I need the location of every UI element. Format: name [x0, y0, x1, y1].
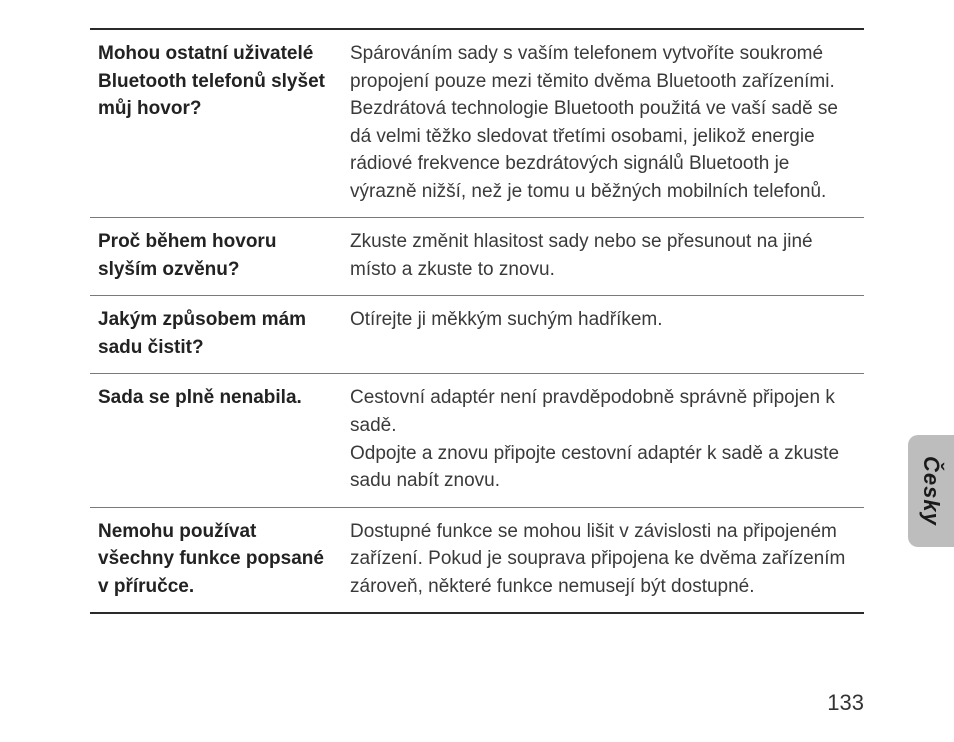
manual-page: Mohou ostatní uživatelé Bluetooth telefo… [0, 0, 954, 742]
table-row: Jakým způsobem mám sadu čistit? Otírejte… [90, 296, 864, 374]
table-row: Sada se plně nenabila. Cestovní adaptér … [90, 374, 864, 507]
language-tab: Česky [908, 435, 954, 547]
faq-question: Sada se plně nenabila. [90, 374, 342, 507]
faq-question: Proč během hovoru slyším ozvěnu? [90, 218, 342, 296]
faq-answer: Zkuste změnit hlasitost sady nebo se pře… [342, 218, 864, 296]
faq-answer: Spárováním sady s vaším telefonem vytvoř… [342, 29, 864, 218]
faq-table: Mohou ostatní uživatelé Bluetooth telefo… [90, 28, 864, 614]
table-row: Proč během hovoru slyším ozvěnu? Zkuste … [90, 218, 864, 296]
faq-answer: Cestovní adaptér není pravděpodobně sprá… [342, 374, 864, 507]
faq-answer: Otírejte ji měkkým suchým hadříkem. [342, 296, 864, 374]
faq-question: Jakým způsobem mám sadu čistit? [90, 296, 342, 374]
table-row: Nemohu používat všechny funkce popsané v… [90, 507, 864, 613]
language-tab-label: Česky [918, 456, 944, 526]
page-number: 133 [827, 690, 864, 716]
table-row: Mohou ostatní uživatelé Bluetooth telefo… [90, 29, 864, 218]
faq-question: Mohou ostatní uživatelé Bluetooth telefo… [90, 29, 342, 218]
faq-question: Nemohu používat všechny funkce popsané v… [90, 507, 342, 613]
faq-answer: Dostupné funkce se mohou lišit v závislo… [342, 507, 864, 613]
